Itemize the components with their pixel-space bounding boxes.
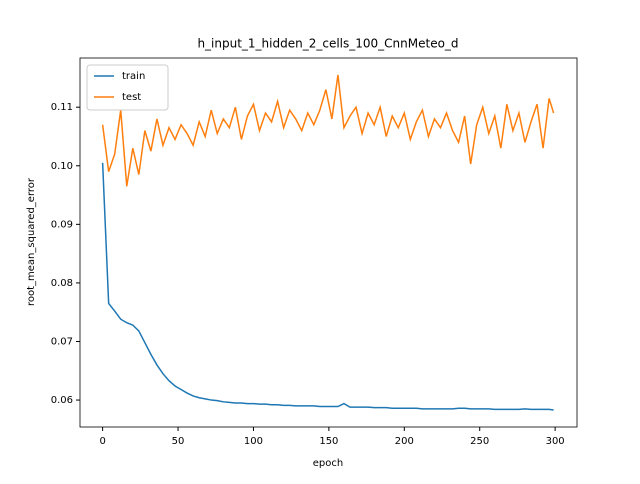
y-tick-label: 0.09 [51, 219, 73, 230]
y-tick-label: 0.08 [51, 278, 73, 289]
plot-frame [79, 57, 578, 428]
x-tick-label: 250 [470, 436, 489, 447]
y-tick-label: 0.06 [51, 395, 73, 406]
y-tick-label: 0.10 [51, 161, 73, 172]
x-tick-label: 200 [395, 436, 414, 447]
legend-label: test [122, 92, 141, 103]
y-tick-label: 0.07 [51, 336, 73, 347]
series-line [101, 74, 555, 187]
x-axis-label: epoch [313, 458, 343, 469]
x-tick-label: 100 [244, 436, 263, 447]
x-tick-label: 150 [319, 436, 338, 447]
chart-title: h_input_1_hidden_2_cells_100_CnnMeteo_d [197, 37, 458, 51]
y-tick-label: 0.11 [51, 102, 73, 113]
series-line [101, 162, 554, 411]
x-tick-label: 300 [546, 436, 565, 447]
x-tick-label: 50 [172, 436, 185, 447]
x-tick-label: 0 [99, 436, 105, 447]
y-axis-label: root_mean_squared_error [26, 177, 37, 306]
legend-label: train [122, 71, 145, 82]
